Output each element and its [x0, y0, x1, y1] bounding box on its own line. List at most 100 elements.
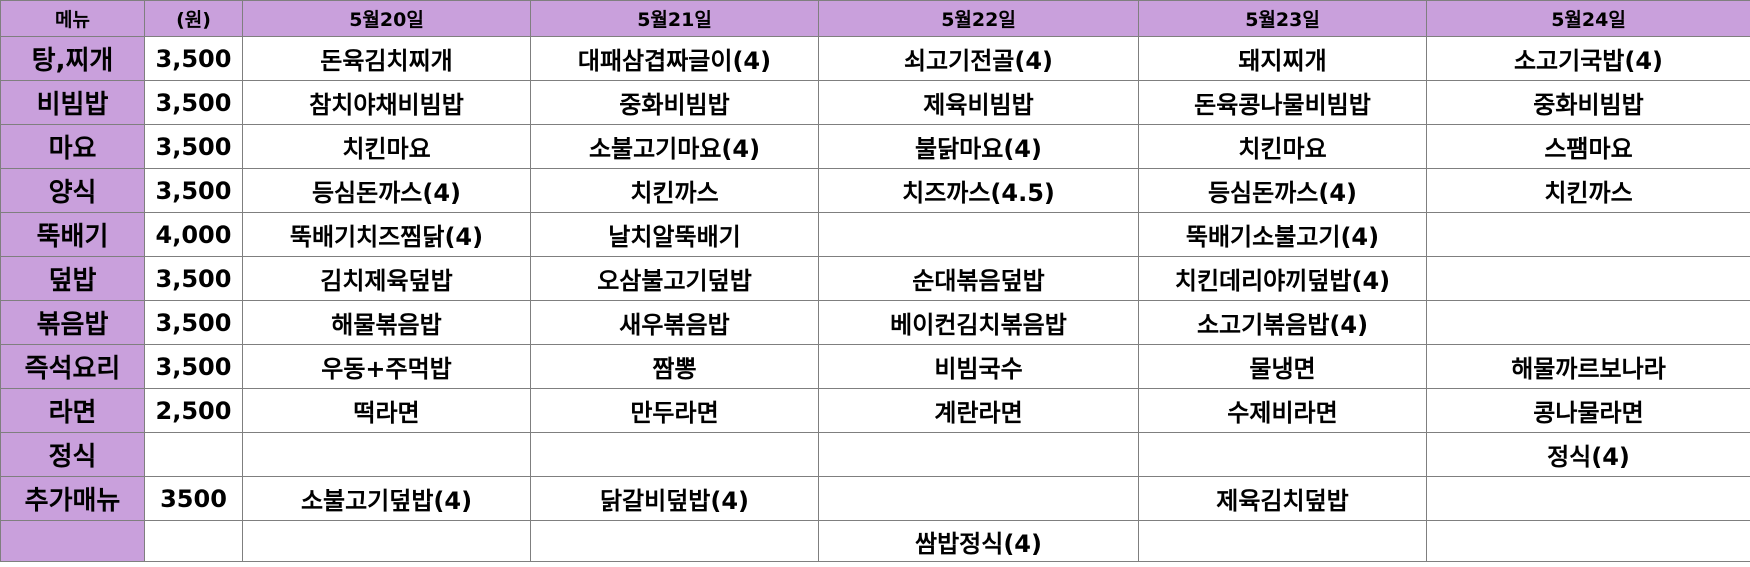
menu-row: 추가매뉴 3500 소불고기덮밥(4) 닭갈비덮밥(4) 제육김치덮밥 — [0, 476, 1750, 521]
menu-item-cell: 콩나물라면 — [1426, 388, 1750, 433]
menu-item-cell: 닭갈비덮밥(4) — [530, 476, 819, 521]
category-cell: 탕,찌개 — [0, 36, 145, 81]
price-cell: 3500 — [144, 476, 243, 521]
menu-item-cell — [530, 432, 819, 477]
category-cell: 뚝배기 — [0, 212, 145, 257]
menu-item-cell: 돈육김치찌개 — [242, 36, 531, 81]
menu-item-cell: 해물까르보나라 — [1426, 344, 1750, 389]
menu-item-cell — [1138, 432, 1427, 477]
menu-item-cell: 비빔국수 — [818, 344, 1139, 389]
price-column-header: (원) — [144, 0, 243, 37]
menu-item-cell — [1426, 256, 1750, 301]
menu-item-cell: 물냉면 — [1138, 344, 1427, 389]
menu-item-cell — [242, 432, 531, 477]
price-cell — [144, 520, 243, 562]
menu-item-cell: 오삼불고기덮밥 — [530, 256, 819, 301]
menu-item-cell: 치킨마요 — [1138, 124, 1427, 169]
menu-item-cell — [1426, 300, 1750, 345]
price-cell: 3,500 — [144, 80, 243, 125]
menu-item-cell: 새우볶음밥 — [530, 300, 819, 345]
menu-row: 마요 3,500 치킨마요 소불고기마요(4) 불닭마요(4) 치킨마요 스팸마요 — [0, 124, 1750, 169]
menu-item-cell: 치즈까스(4.5) — [818, 168, 1139, 213]
price-cell: 3,500 — [144, 36, 243, 81]
menu-item-cell: 수제비라면 — [1138, 388, 1427, 433]
price-cell — [144, 432, 243, 477]
menu-item-cell: 제육김치덮밥 — [1138, 476, 1427, 521]
menu-item-cell: 불닭마요(4) — [818, 124, 1139, 169]
menu-item-cell: 치킨데리야끼덮밥(4) — [1138, 256, 1427, 301]
header-row: 메뉴 (원) 5월20일 5월21일 5월22일 5월23일 5월24일 — [0, 0, 1750, 37]
menu-row: 즉석요리 3,500 우동+주먹밥 짬뽕 비빔국수 물냉면 해물까르보나라 — [0, 344, 1750, 389]
menu-item-cell: 베이컨김치볶음밥 — [818, 300, 1139, 345]
menu-item-cell — [818, 476, 1139, 521]
menu-item-cell: 만두라면 — [530, 388, 819, 433]
menu-item-cell: 쇠고기전골(4) — [818, 36, 1139, 81]
price-cell: 3,500 — [144, 124, 243, 169]
menu-item-cell: 우동+주먹밥 — [242, 344, 531, 389]
menu-row: 쌈밥정식(4) — [0, 520, 1750, 562]
menu-item-cell — [1426, 476, 1750, 521]
menu-item-cell: 뚝배기소불고기(4) — [1138, 212, 1427, 257]
price-cell: 3,500 — [144, 344, 243, 389]
category-cell: 추가매뉴 — [0, 476, 145, 521]
category-cell: 라면 — [0, 388, 145, 433]
day-column-header: 5월23일 — [1138, 0, 1427, 37]
menu-item-cell: 소불고기마요(4) — [530, 124, 819, 169]
menu-row: 탕,찌개 3,500 돈육김치찌개 대패삼겹짜글이(4) 쇠고기전골(4) 돼지찌개 소고기… — [0, 36, 1750, 81]
menu-item-cell: 등심돈까스(4) — [1138, 168, 1427, 213]
menu-item-cell: 돈육콩나물비빔밥 — [1138, 80, 1427, 125]
menu-item-cell: 소고기볶음밥(4) — [1138, 300, 1427, 345]
day-column-header: 5월22일 — [818, 0, 1139, 37]
menu-item-cell — [1426, 520, 1750, 562]
day-column-header: 5월24일 — [1426, 0, 1750, 37]
menu-item-cell: 치킨까스 — [1426, 168, 1750, 213]
menu-item-cell — [242, 520, 531, 562]
menu-row: 볶음밥 3,500 해물볶음밥 새우볶음밥 베이컨김치볶음밥 소고기볶음밥(4) — [0, 300, 1750, 345]
menu-row: 덮밥 3,500 김치제육덮밥 오삼불고기덮밥 순대볶음덮밥 치킨데리야끼덮밥(4) — [0, 256, 1750, 301]
category-cell: 즉석요리 — [0, 344, 145, 389]
menu-row: 라면 2,500 떡라면 만두라면 계란라면 수제비라면 콩나물라면 — [0, 388, 1750, 433]
menu-item-cell — [1138, 520, 1427, 562]
menu-item-cell — [530, 520, 819, 562]
menu-item-cell: 계란라면 — [818, 388, 1139, 433]
menu-item-cell: 해물볶음밥 — [242, 300, 531, 345]
menu-item-cell: 중화비빔밥 — [1426, 80, 1750, 125]
price-cell: 3,500 — [144, 168, 243, 213]
menu-item-cell — [1426, 212, 1750, 257]
menu-item-cell: 소불고기덮밥(4) — [242, 476, 531, 521]
menu-item-cell: 돼지찌개 — [1138, 36, 1427, 81]
category-cell: 양식 — [0, 168, 145, 213]
menu-item-cell: 날치알뚝배기 — [530, 212, 819, 257]
menu-item-cell: 치킨마요 — [242, 124, 531, 169]
menu-item-cell: 순대볶음덮밥 — [818, 256, 1139, 301]
menu-item-cell: 쌈밥정식(4) — [818, 520, 1139, 562]
category-cell: 정식 — [0, 432, 145, 477]
category-cell — [0, 520, 145, 562]
category-cell: 마요 — [0, 124, 145, 169]
menu-item-cell: 참치야채비빔밥 — [242, 80, 531, 125]
menu-item-cell: 대패삼겹짜글이(4) — [530, 36, 819, 81]
category-cell: 덮밥 — [0, 256, 145, 301]
price-cell: 3,500 — [144, 300, 243, 345]
menu-row: 비빔밥 3,500 참치야채비빔밥 중화비빔밥 제육비빔밥 돈육콩나물비빔밥 중화비빔밥 — [0, 80, 1750, 125]
menu-item-cell: 김치제육덮밥 — [242, 256, 531, 301]
menu-item-cell: 중화비빔밥 — [530, 80, 819, 125]
menu-item-cell: 뚝배기치즈찜닭(4) — [242, 212, 531, 257]
price-cell: 2,500 — [144, 388, 243, 433]
menu-row: 뚝배기 4,000 뚝배기치즈찜닭(4) 날치알뚝배기 뚝배기소불고기(4) — [0, 212, 1750, 257]
day-column-header: 5월20일 — [242, 0, 531, 37]
menu-item-cell — [818, 212, 1139, 257]
menu-item-cell — [818, 432, 1139, 477]
menu-row: 양식 3,500 등심돈까스(4) 치킨까스 치즈까스(4.5) 등심돈까스(4) 치킨까스 — [0, 168, 1750, 213]
menu-item-cell: 스팸마요 — [1426, 124, 1750, 169]
price-cell: 3,500 — [144, 256, 243, 301]
menu-item-cell: 소고기국밥(4) — [1426, 36, 1750, 81]
menu-item-cell: 제육비빔밥 — [818, 80, 1139, 125]
menu-item-cell: 등심돈까스(4) — [242, 168, 531, 213]
menu-item-cell: 치킨까스 — [530, 168, 819, 213]
day-column-header: 5월21일 — [530, 0, 819, 37]
menu-item-cell: 떡라면 — [242, 388, 531, 433]
menu-item-cell: 짬뽕 — [530, 344, 819, 389]
menu-item-cell: 정식(4) — [1426, 432, 1750, 477]
